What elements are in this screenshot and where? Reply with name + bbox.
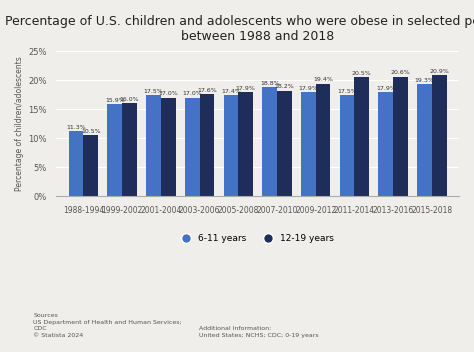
Text: 19.3%: 19.3%: [415, 78, 435, 83]
Bar: [378, 92, 393, 196]
Text: 19.4%: 19.4%: [313, 77, 333, 82]
Bar: [146, 95, 161, 196]
Text: 18.2%: 18.2%: [274, 84, 294, 89]
Bar: [340, 95, 355, 196]
Bar: [417, 84, 432, 196]
Legend: 6-11 years, 12-19 years: 6-11 years, 12-19 years: [178, 231, 337, 247]
Text: Additional Information:
United States; NCHS; CDC; 0-19 years: Additional Information: United States; N…: [199, 326, 319, 338]
Text: 11.3%: 11.3%: [66, 125, 86, 130]
Text: 20.5%: 20.5%: [352, 71, 372, 76]
Text: 15.9%: 15.9%: [105, 98, 125, 103]
Text: 16.0%: 16.0%: [120, 97, 139, 102]
Text: 20.9%: 20.9%: [429, 69, 449, 74]
Bar: [122, 103, 137, 196]
Text: 17.0%: 17.0%: [182, 92, 202, 96]
Title: Percentage of U.S. children and adolescents who were obese in selected periods
b: Percentage of U.S. children and adolesce…: [5, 15, 474, 43]
Bar: [108, 104, 122, 196]
Bar: [393, 77, 408, 196]
Text: 17.6%: 17.6%: [197, 88, 217, 93]
Bar: [238, 92, 253, 196]
Bar: [161, 98, 176, 196]
Bar: [200, 94, 214, 196]
Text: 17.4%: 17.4%: [221, 89, 241, 94]
Text: 17.0%: 17.0%: [158, 92, 178, 96]
Bar: [262, 87, 277, 196]
Text: Sources
US Department of Health and Human Services;
CDC
© Statista 2024: Sources US Department of Health and Huma…: [33, 313, 182, 338]
Text: 17.9%: 17.9%: [376, 86, 396, 91]
Bar: [224, 95, 238, 196]
Text: 10.5%: 10.5%: [81, 129, 100, 134]
Text: 20.6%: 20.6%: [391, 70, 410, 75]
Text: 17.9%: 17.9%: [299, 86, 319, 91]
Bar: [316, 84, 330, 196]
Y-axis label: Percentage of children/adolescents: Percentage of children/adolescents: [15, 56, 24, 191]
Bar: [301, 92, 316, 196]
Bar: [355, 77, 369, 196]
Text: 17.9%: 17.9%: [236, 86, 255, 91]
Bar: [69, 131, 83, 196]
Text: 17.5%: 17.5%: [337, 88, 357, 94]
Bar: [277, 90, 292, 196]
Bar: [83, 135, 98, 196]
Bar: [185, 98, 200, 196]
Text: 18.8%: 18.8%: [260, 81, 280, 86]
Bar: [432, 75, 447, 196]
Text: 17.5%: 17.5%: [144, 88, 164, 94]
